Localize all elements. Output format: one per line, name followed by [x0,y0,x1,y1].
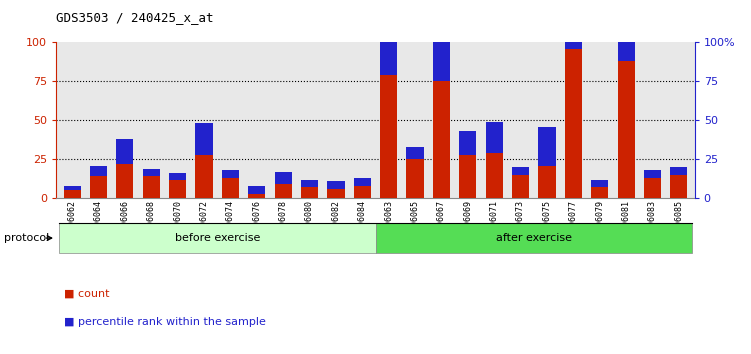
Bar [406,159,424,198]
Bar [64,186,80,190]
Bar [169,179,186,198]
Bar [195,124,213,155]
Bar [433,38,450,81]
Bar [512,175,529,198]
Bar [486,153,502,198]
Bar [116,139,134,164]
Bar [671,175,687,198]
Text: GDS3503 / 240425_x_at: GDS3503 / 240425_x_at [56,11,214,24]
Bar [565,49,582,198]
Bar [301,179,318,187]
Bar [169,173,186,179]
Bar [591,179,608,187]
Bar [671,167,687,175]
Bar [460,131,476,155]
Bar [644,170,661,178]
Bar [406,147,424,159]
Bar [617,61,635,198]
Bar [222,170,239,178]
Bar [486,122,502,153]
Bar [644,178,661,198]
Bar [301,187,318,198]
Text: protocol: protocol [4,233,49,243]
Bar [249,186,265,194]
Bar [460,155,476,198]
Bar [565,8,582,49]
Bar [275,172,291,184]
Text: after exercise: after exercise [496,233,572,243]
Bar [380,33,397,75]
Bar [222,178,239,198]
Bar [512,167,529,175]
Bar [195,155,213,198]
Bar [327,181,345,189]
Bar [591,187,608,198]
Bar [354,186,371,198]
Bar [249,194,265,198]
Bar [433,81,450,198]
Text: ■ percentile rank within the sample: ■ percentile rank within the sample [64,317,266,327]
Bar [538,127,556,166]
Text: ■ count: ■ count [64,289,110,299]
Bar [327,189,345,198]
Bar [116,164,134,198]
Bar [538,166,556,198]
Bar [64,190,80,198]
Bar [90,176,107,198]
Bar [275,184,291,198]
Text: before exercise: before exercise [174,233,260,243]
Bar [380,75,397,198]
Bar [143,169,160,176]
Bar [617,13,635,61]
Bar [143,176,160,198]
Bar [90,166,107,176]
Bar [354,178,371,186]
